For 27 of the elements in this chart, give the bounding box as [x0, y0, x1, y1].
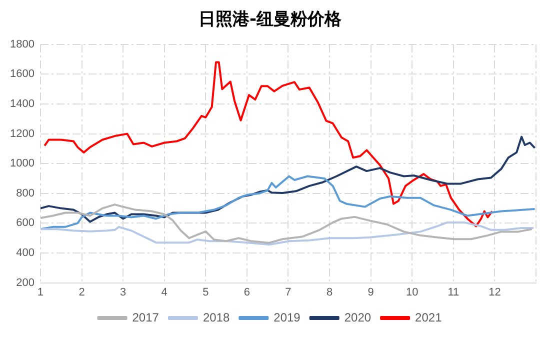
x-tick-label: 8 — [326, 286, 333, 298]
legend-label: 2017 — [132, 310, 160, 324]
x-tick-label: 12 — [488, 286, 501, 298]
x-tick-label: 11 — [448, 286, 460, 298]
y-tick-label: 1400 — [10, 98, 34, 110]
x-tick-label: 4 — [161, 286, 168, 298]
y-tick-label: 800 — [16, 187, 34, 200]
x-tick-label: 6 — [244, 286, 250, 298]
x-tick-label: 9 — [368, 286, 374, 298]
y-tick-label: 1600 — [10, 68, 34, 80]
x-tick-label: 1 — [37, 286, 44, 298]
y-tick-label: 1800 — [10, 38, 34, 50]
chart-title: 日照港-纽曼粉价格 — [198, 10, 343, 30]
y-tick-label: 200 — [16, 276, 34, 289]
x-tick-label: 3 — [120, 286, 126, 298]
x-tick-label: 7 — [285, 286, 292, 298]
legend-label: 2020 — [344, 310, 372, 324]
legend-label: 2019 — [274, 310, 301, 324]
y-tick-label: 600 — [16, 217, 34, 230]
x-tick-label: 2 — [78, 286, 85, 298]
y-tick-label: 400 — [16, 247, 34, 260]
legend-label: 2018 — [202, 310, 230, 324]
y-tick-label: 1200 — [10, 128, 34, 140]
x-tick-label: 10 — [406, 286, 418, 298]
y-tick-label: 1000 — [10, 158, 34, 170]
legend-label: 2021 — [415, 310, 442, 324]
x-tick-label: 5 — [202, 286, 209, 298]
